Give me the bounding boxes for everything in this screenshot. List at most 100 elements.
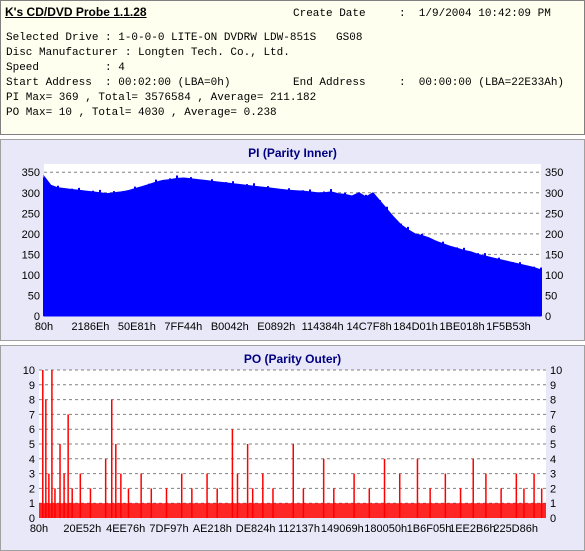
y-tick-label-left: 10: [23, 365, 35, 377]
x-tick-label: 2186Eh: [71, 321, 109, 333]
po-bar: [216, 488, 218, 518]
create-date-label: Create Date: [293, 8, 366, 20]
po-bar: [191, 488, 193, 518]
po-bar: [59, 444, 61, 518]
x-tick-label: 20E52h: [63, 523, 101, 535]
po-chart-panel: PO (Parity Outer) 0 0 1 1 2 2 3 3 4 4 5 5 6 6 7 7 8 8 9 9 10 1…: [0, 345, 585, 551]
y-tick-label-left: 1: [29, 498, 35, 510]
x-tick-label: 184D01h: [393, 321, 438, 333]
y-tick-label-left: 3: [29, 469, 35, 481]
po-bar: [180, 473, 183, 518]
y-tick-label-left: 2: [29, 483, 35, 495]
y-tick-label-right: 8: [550, 395, 556, 407]
po-bar: [322, 458, 325, 518]
start-address: Start Address : 00:02:00 (LBA=0h): [6, 77, 231, 89]
x-tick-label: 112137h: [278, 523, 320, 535]
pi-summary: PI Max= 369 , Total= 3576584 , Average= …: [6, 92, 317, 104]
y-tick-label-right: 250: [545, 208, 563, 220]
y-tick-label-left: 300: [22, 188, 40, 200]
y-tick-label-right: 350: [545, 167, 563, 179]
y-tick-label-left: 150: [22, 249, 40, 261]
x-tick-label: 80h: [35, 321, 53, 333]
y-tick-label-right: 6: [550, 424, 556, 436]
pi-chart: PI (Parity Inner) 0 0 50 50 100 100 150 150 200 20…: [22, 146, 564, 333]
po-bar: [42, 370, 44, 518]
y-tick-label-right: 7: [550, 409, 556, 421]
po-bar: [251, 488, 254, 518]
po-bar: [79, 473, 82, 518]
po-bar: [262, 473, 264, 518]
app-title: K's CD/DVD Probe 1.1.28: [5, 5, 147, 19]
x-tick-label: 7DF97h: [149, 523, 188, 535]
x-tick-label: 1EE2B6h: [449, 523, 495, 535]
y-tick-label-right: 4: [550, 454, 556, 466]
po-bar: [302, 488, 305, 518]
po-bar: [231, 429, 234, 518]
po-bar: [515, 473, 518, 518]
pi-series-area: [43, 174, 542, 317]
end-address-value: : 00:00:00 (LBA=22E33Ah): [399, 77, 565, 89]
po-summary: PO Max= 10 , Total= 4030 , Average= 0.23…: [6, 107, 277, 119]
y-tick-label-left: 0: [29, 513, 35, 525]
po-bar: [523, 488, 525, 518]
po-bar: [368, 488, 371, 518]
y-tick-label-right: 1: [550, 498, 556, 510]
x-tick-label: E0892h: [257, 321, 295, 333]
po-bar: [459, 488, 462, 518]
po-bar: [292, 444, 294, 518]
po-bar: [246, 444, 249, 518]
x-tick-label: AE218h: [193, 523, 232, 535]
y-tick-label-left: 100: [22, 270, 40, 282]
po-bar: [140, 473, 142, 518]
x-tick-label: 225D86h: [493, 523, 538, 535]
po-bar: [127, 488, 130, 518]
y-tick-label-right: 10: [550, 365, 562, 377]
x-tick-label: 1B6F05h: [407, 523, 452, 535]
y-tick-label-right: 5: [550, 439, 556, 451]
x-tick-label: 80h: [30, 523, 48, 535]
x-tick-label: DE824h: [236, 523, 276, 535]
po-chart: PO (Parity Outer) 0 0 1 1 2 2 3 3 4 4 5 5 6 6 7 7 8 8 9 9 10 1…: [23, 352, 563, 535]
y-tick-label-left: 200: [22, 229, 40, 241]
y-tick-label-right: 9: [550, 380, 556, 392]
po-bar: [67, 414, 69, 518]
po-bar: [54, 488, 56, 518]
y-tick-label-right: 2: [550, 483, 556, 495]
po-bar: [63, 473, 65, 518]
x-tick-label: 149069h: [321, 523, 364, 535]
po-bar: [48, 473, 50, 518]
po-bar: [104, 458, 107, 518]
y-tick-label-right: 0: [550, 513, 556, 525]
x-tick-label: 1BE018h: [439, 321, 484, 333]
y-tick-label-right: 150: [545, 249, 563, 261]
end-address-label: End Address: [293, 77, 366, 89]
x-tick-label: B0042h: [211, 321, 249, 333]
po-bar: [416, 458, 419, 518]
po-bar: [398, 473, 401, 518]
po-bar: [236, 473, 239, 518]
po-bar: [115, 444, 117, 518]
create-date-value: : 1/9/2004 10:42:09 PM: [399, 8, 551, 20]
x-tick-label: 14C7F8h: [347, 321, 392, 333]
y-tick-label-left: 6: [29, 424, 35, 436]
info-panel: K's CD/DVD Probe 1.1.28 Create Date : 1/…: [0, 0, 585, 135]
po-bar: [383, 458, 386, 518]
po-bar: [110, 399, 113, 518]
x-tick-label: 180050h: [364, 523, 407, 535]
po-bar: [333, 488, 335, 518]
y-tick-label-left: 9: [29, 380, 35, 392]
po-bar: [150, 488, 153, 518]
po-bar: [485, 473, 487, 518]
x-tick-label: 4EE76h: [106, 523, 145, 535]
x-tick-label: 1F5B53h: [486, 321, 531, 333]
po-bar: [51, 370, 53, 518]
y-tick-label-right: 0: [545, 311, 551, 323]
po-bar: [353, 473, 355, 518]
y-tick-label-left: 7: [29, 409, 35, 421]
pi-chart-panel: PI (Parity Inner) 0 0 50 50 100 100 150 150 200 20…: [0, 139, 585, 341]
y-tick-label-left: 250: [22, 208, 40, 220]
selected-drive: Selected Drive : 1-0-0-0 LITE-ON DVDRW L…: [6, 32, 363, 44]
po-bar: [71, 488, 73, 518]
y-tick-label-right: 50: [545, 290, 557, 302]
y-tick-label-left: 5: [29, 439, 35, 451]
